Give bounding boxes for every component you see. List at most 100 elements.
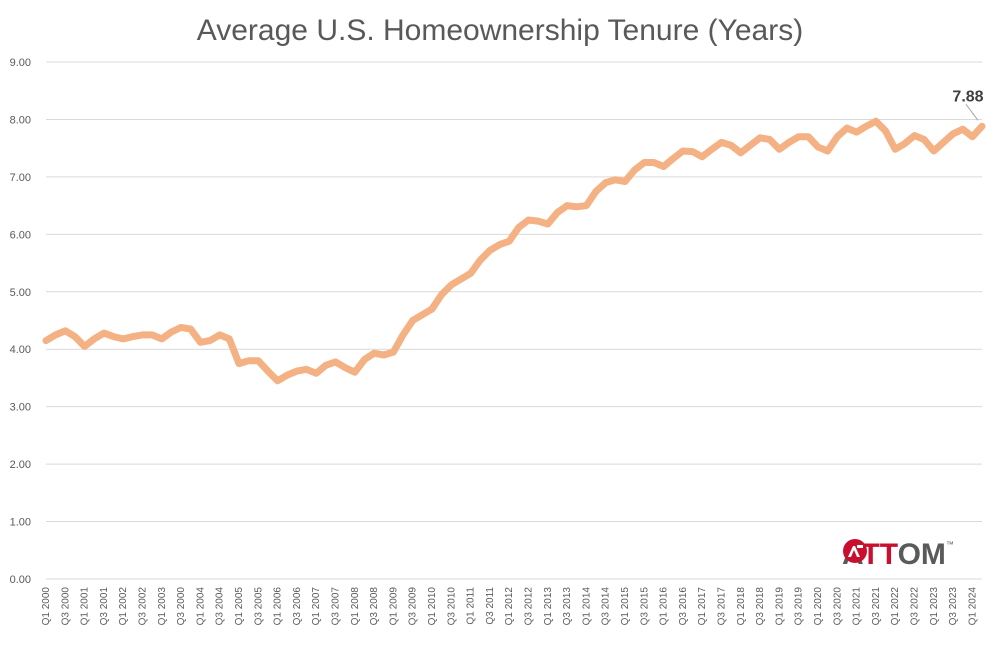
y-tick-label: 0.00 xyxy=(10,574,31,586)
data-point xyxy=(45,340,47,342)
x-tick-label: Q1 2013 xyxy=(543,587,554,626)
data-point xyxy=(614,179,616,181)
data-point xyxy=(865,125,867,127)
data-point xyxy=(885,130,887,132)
y-tick-label: 4.00 xyxy=(10,344,31,356)
data-point xyxy=(190,328,192,330)
data-point xyxy=(93,338,95,340)
x-tick-label: Q1 2004 xyxy=(195,587,206,626)
x-tick-label: Q3 2004 xyxy=(215,587,226,626)
x-tick-label: Q3 2006 xyxy=(292,587,303,626)
x-tick-label: Q1 2009 xyxy=(388,587,399,626)
data-point xyxy=(817,146,819,148)
data-point xyxy=(556,212,558,214)
data-point xyxy=(151,334,153,336)
data-point xyxy=(643,162,645,164)
data-point xyxy=(547,223,549,225)
x-tick-label: Q3 2017 xyxy=(716,587,727,626)
x-tick-label: Q1 2007 xyxy=(311,587,322,626)
data-point xyxy=(634,169,636,171)
y-tick-label: 5.00 xyxy=(10,287,31,299)
data-point xyxy=(913,135,915,137)
x-tick-label: Q3 2011 xyxy=(485,587,496,625)
data-point xyxy=(479,259,481,261)
data-point xyxy=(856,131,858,133)
data-point xyxy=(334,361,336,363)
x-tick-label: Q3 2008 xyxy=(369,587,380,626)
data-point xyxy=(441,294,443,296)
x-tick-label: Q1 2011 xyxy=(466,587,477,625)
data-point xyxy=(470,272,472,274)
x-tick-label: Q3 2000 xyxy=(60,587,71,626)
data-point xyxy=(923,139,925,141)
data-point xyxy=(421,314,423,316)
data-point xyxy=(315,372,317,374)
data-point xyxy=(720,141,722,143)
data-point xyxy=(180,326,182,328)
x-tick-label: Q3 2010 xyxy=(446,587,457,626)
x-tick-label: Q1 2021 xyxy=(852,587,863,626)
x-tick-label: Q3 2002 xyxy=(137,587,148,626)
data-point xyxy=(489,249,491,251)
x-tick-label: Q1 2015 xyxy=(620,587,631,626)
chart-title: Average U.S. Homeownership Tenure (Years… xyxy=(196,14,804,47)
x-tick-label: Q3 2023 xyxy=(948,587,959,626)
data-point xyxy=(132,336,134,338)
x-tick-label: Q1 2014 xyxy=(581,587,592,626)
data-point xyxy=(701,156,703,158)
data-point xyxy=(759,137,761,139)
data-point xyxy=(219,334,221,336)
data-point xyxy=(122,338,124,340)
data-point xyxy=(257,360,259,362)
data-point xyxy=(431,308,433,310)
x-tick-label: Q3 2014 xyxy=(601,587,612,626)
data-point xyxy=(653,162,655,164)
logo-trademark: ™ xyxy=(945,540,954,549)
logo-text-highlight: TT xyxy=(861,538,898,571)
data-point xyxy=(499,244,501,246)
data-point xyxy=(595,190,597,192)
x-tick-label: Q1 2019 xyxy=(774,587,785,626)
data-point xyxy=(788,141,790,143)
data-point xyxy=(286,374,288,376)
data-point xyxy=(981,125,983,127)
data-point xyxy=(325,364,327,366)
x-tick-label: Q1 2016 xyxy=(659,587,670,626)
x-tick-label: Q3 2013 xyxy=(562,587,573,626)
x-tick-label: Q1 2003 xyxy=(157,587,168,626)
end-value-label: 7.88 xyxy=(952,88,983,105)
data-point xyxy=(518,226,520,228)
data-point xyxy=(161,338,163,340)
data-point xyxy=(807,136,809,138)
data-point xyxy=(827,150,829,152)
data-point xyxy=(199,341,201,343)
data-point xyxy=(537,220,539,222)
data-point xyxy=(170,331,172,333)
data-point xyxy=(64,330,66,332)
data-point xyxy=(344,367,346,369)
x-tick-label: Q3 2001 xyxy=(99,587,110,626)
data-point xyxy=(450,284,452,286)
x-tick-label: Q1 2000 xyxy=(41,587,52,626)
data-point xyxy=(711,148,713,150)
x-tick-label: Q3 2022 xyxy=(909,587,920,626)
data-point xyxy=(113,336,115,338)
data-point xyxy=(228,338,230,340)
x-tick-label: Q3 2018 xyxy=(755,587,766,626)
x-tick-label: Q3 2016 xyxy=(678,587,689,626)
data-point xyxy=(267,370,269,372)
data-point xyxy=(672,158,674,160)
data-point xyxy=(383,354,385,356)
x-tick-label: Q3 2012 xyxy=(523,587,534,626)
x-tick-label: Q1 2002 xyxy=(118,587,129,626)
x-tick-label: Q1 2018 xyxy=(736,587,747,626)
data-point xyxy=(460,278,462,280)
data-point xyxy=(942,141,944,143)
x-tick-label: Q3 2000 xyxy=(176,587,187,626)
data-point xyxy=(508,240,510,242)
data-point xyxy=(209,340,211,342)
data-point xyxy=(363,359,365,361)
y-tick-label: 2.00 xyxy=(10,459,31,471)
